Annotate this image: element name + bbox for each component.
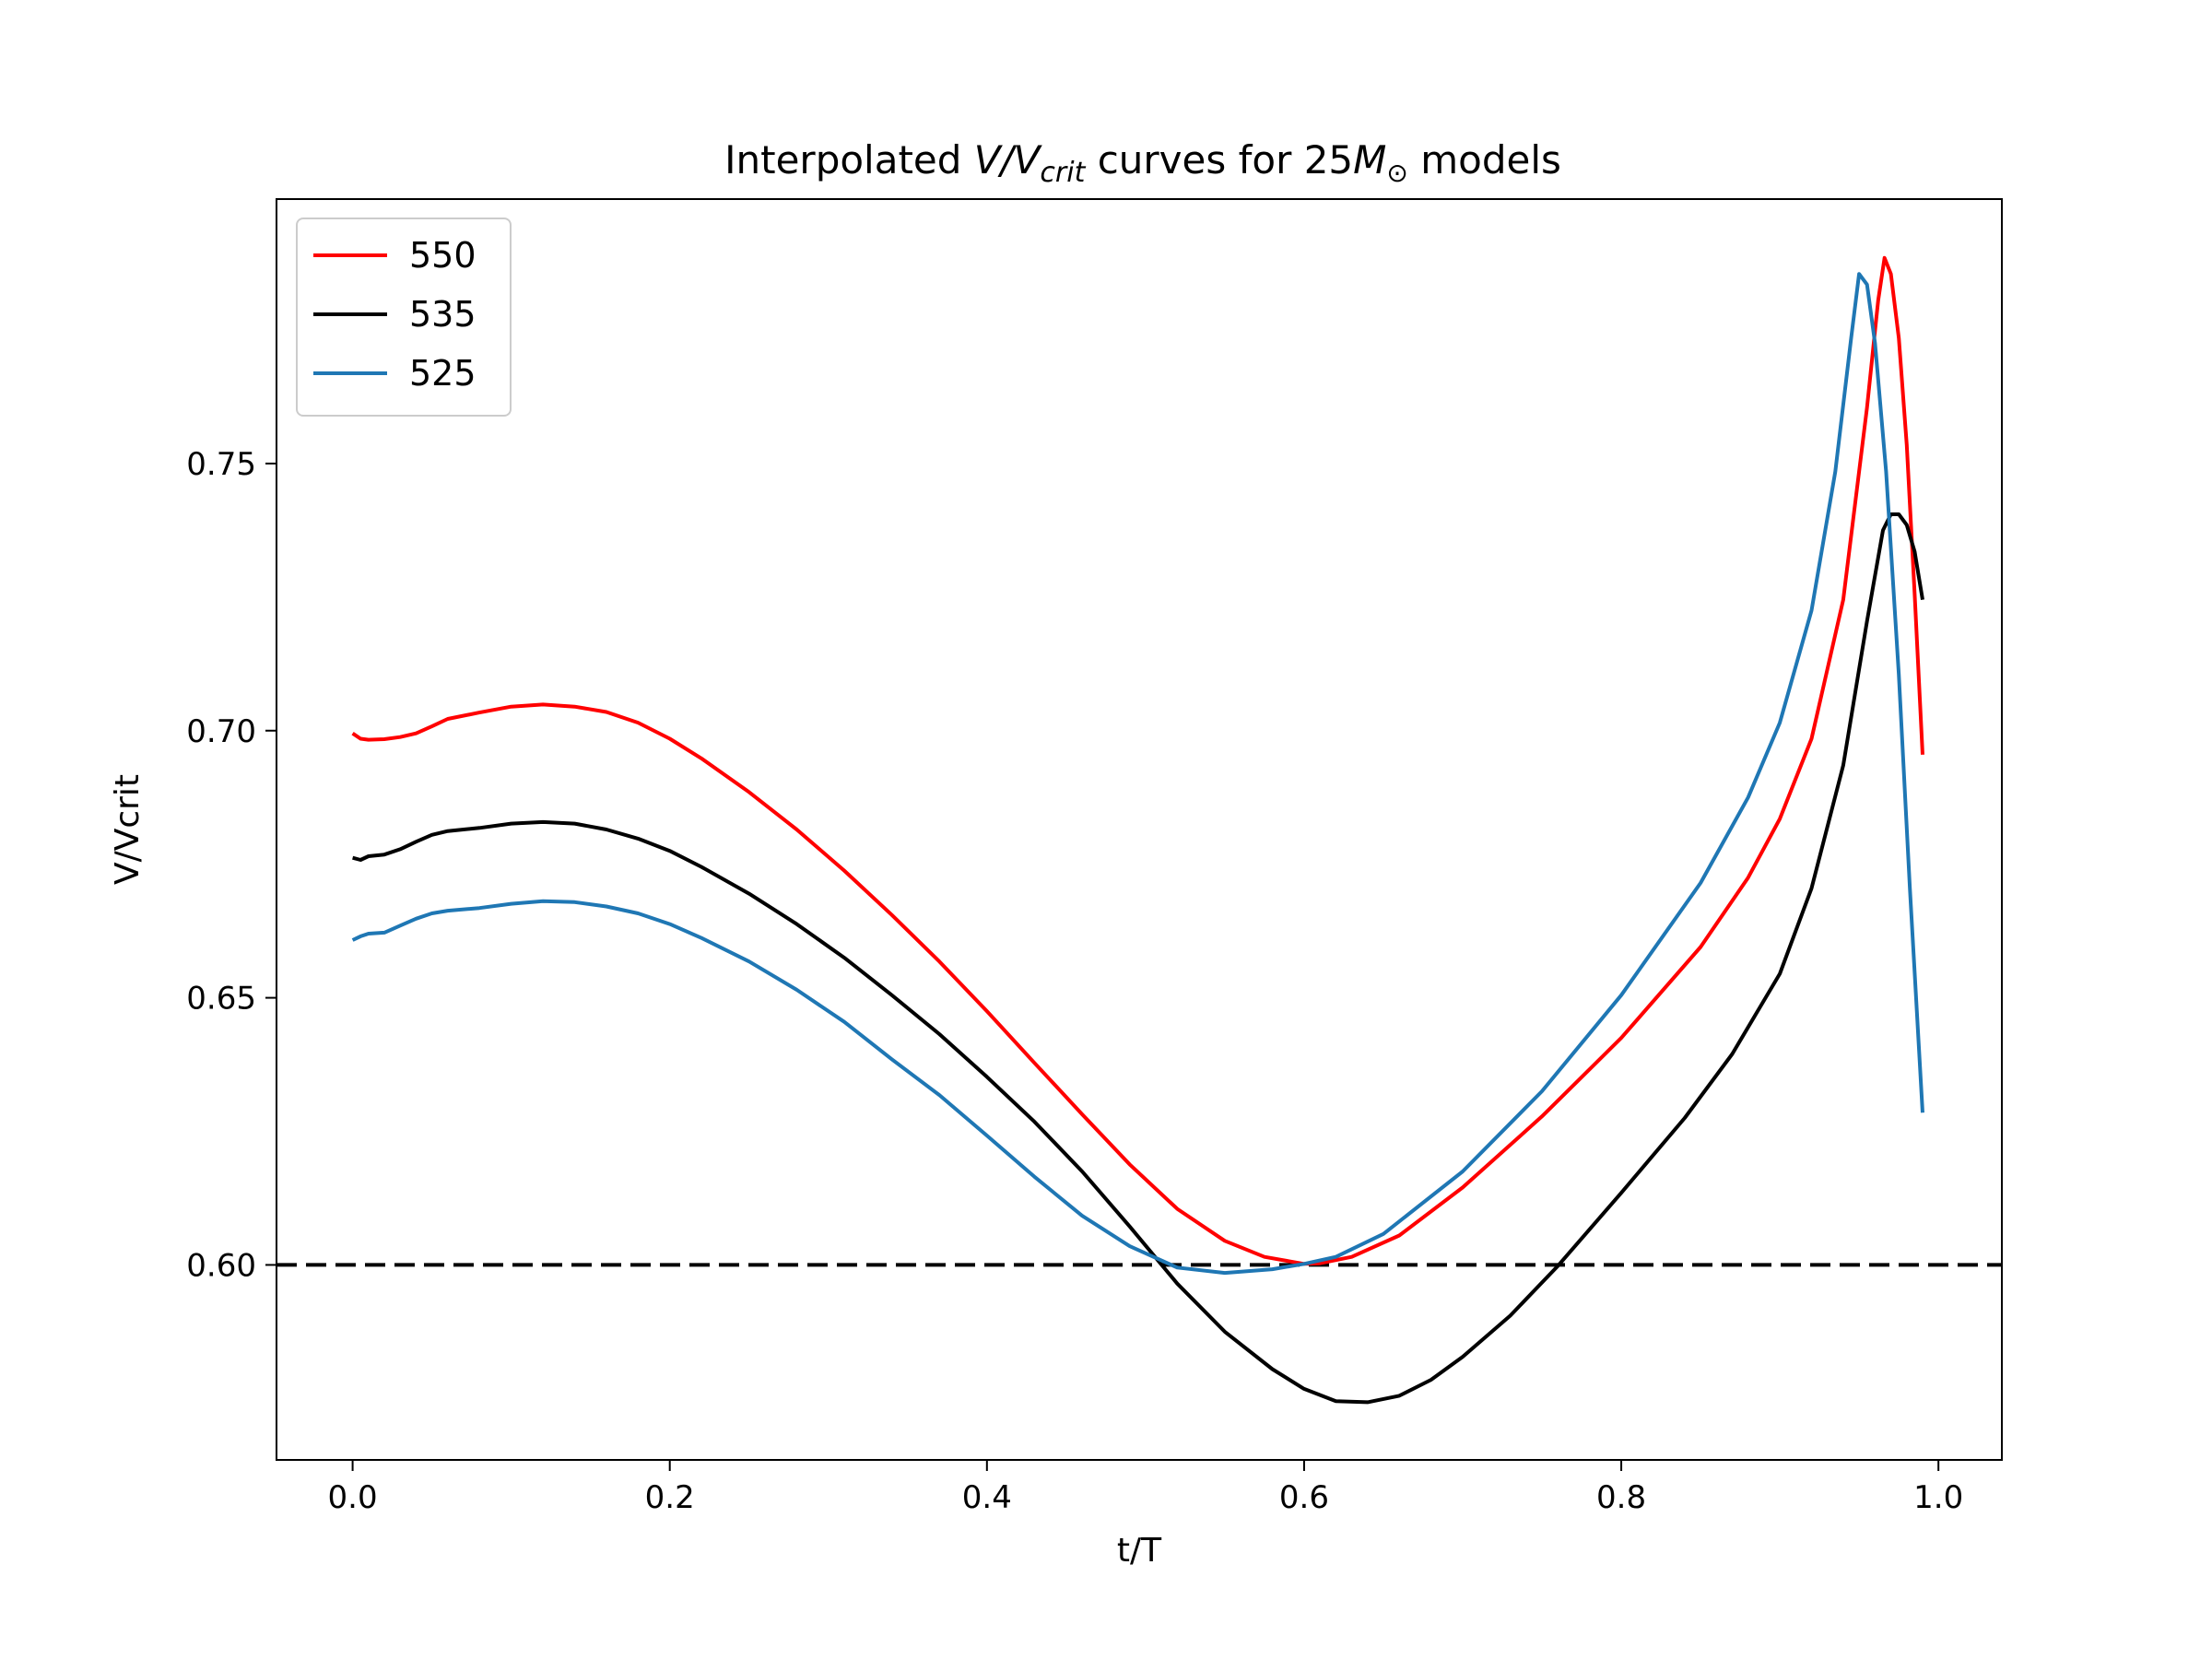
legend: 550 535 525 (296, 218, 512, 417)
x-tick-label: 0.6 (1279, 1479, 1329, 1516)
title-subscript-sun: ⊙ (1386, 158, 1407, 188)
title-var-m: M (1353, 137, 1386, 182)
legend-label-550: 550 (409, 235, 477, 276)
x-tick-label: 0.2 (645, 1479, 695, 1516)
series-line-550 (351, 255, 1924, 1266)
y-axis-label: V/Vcrit (109, 774, 147, 885)
title-suffix: models (1408, 137, 1561, 182)
x-tick-label: 0.8 (1596, 1479, 1646, 1516)
series-group (351, 255, 1924, 1405)
x-tick-label: 1.0 (1913, 1479, 1963, 1516)
x-tick-label: 0.4 (962, 1479, 1012, 1516)
legend-label-525: 525 (409, 353, 477, 394)
y-tick-label: 0.75 (186, 446, 256, 483)
legend-label-535: 535 (409, 294, 477, 335)
title-middle: curves for 25 (1085, 137, 1353, 182)
series-line-525 (351, 272, 1924, 1276)
plot-area (276, 199, 2002, 1460)
y-tick-label: 0.60 (186, 1247, 256, 1284)
title-var-v: V (974, 137, 1004, 182)
legend-box (296, 218, 512, 417)
chart-title: Interpolated V/Vcrit curves for 25M⊙ mod… (724, 137, 1561, 189)
x-tick-label: 0.0 (328, 1479, 378, 1516)
title-prefix: Interpolated (724, 137, 974, 182)
x-axis-label: t/T (1117, 1532, 1162, 1570)
y-tick-label: 0.65 (186, 981, 256, 1018)
y-tick-label: 0.70 (186, 713, 256, 750)
title-var-vcrit: V (1014, 137, 1043, 182)
title-subscript-crit: crit (1040, 157, 1086, 189)
series-line-535 (352, 512, 1924, 1405)
title-slash: / (997, 137, 1018, 182)
axes-frame (276, 198, 2003, 1461)
